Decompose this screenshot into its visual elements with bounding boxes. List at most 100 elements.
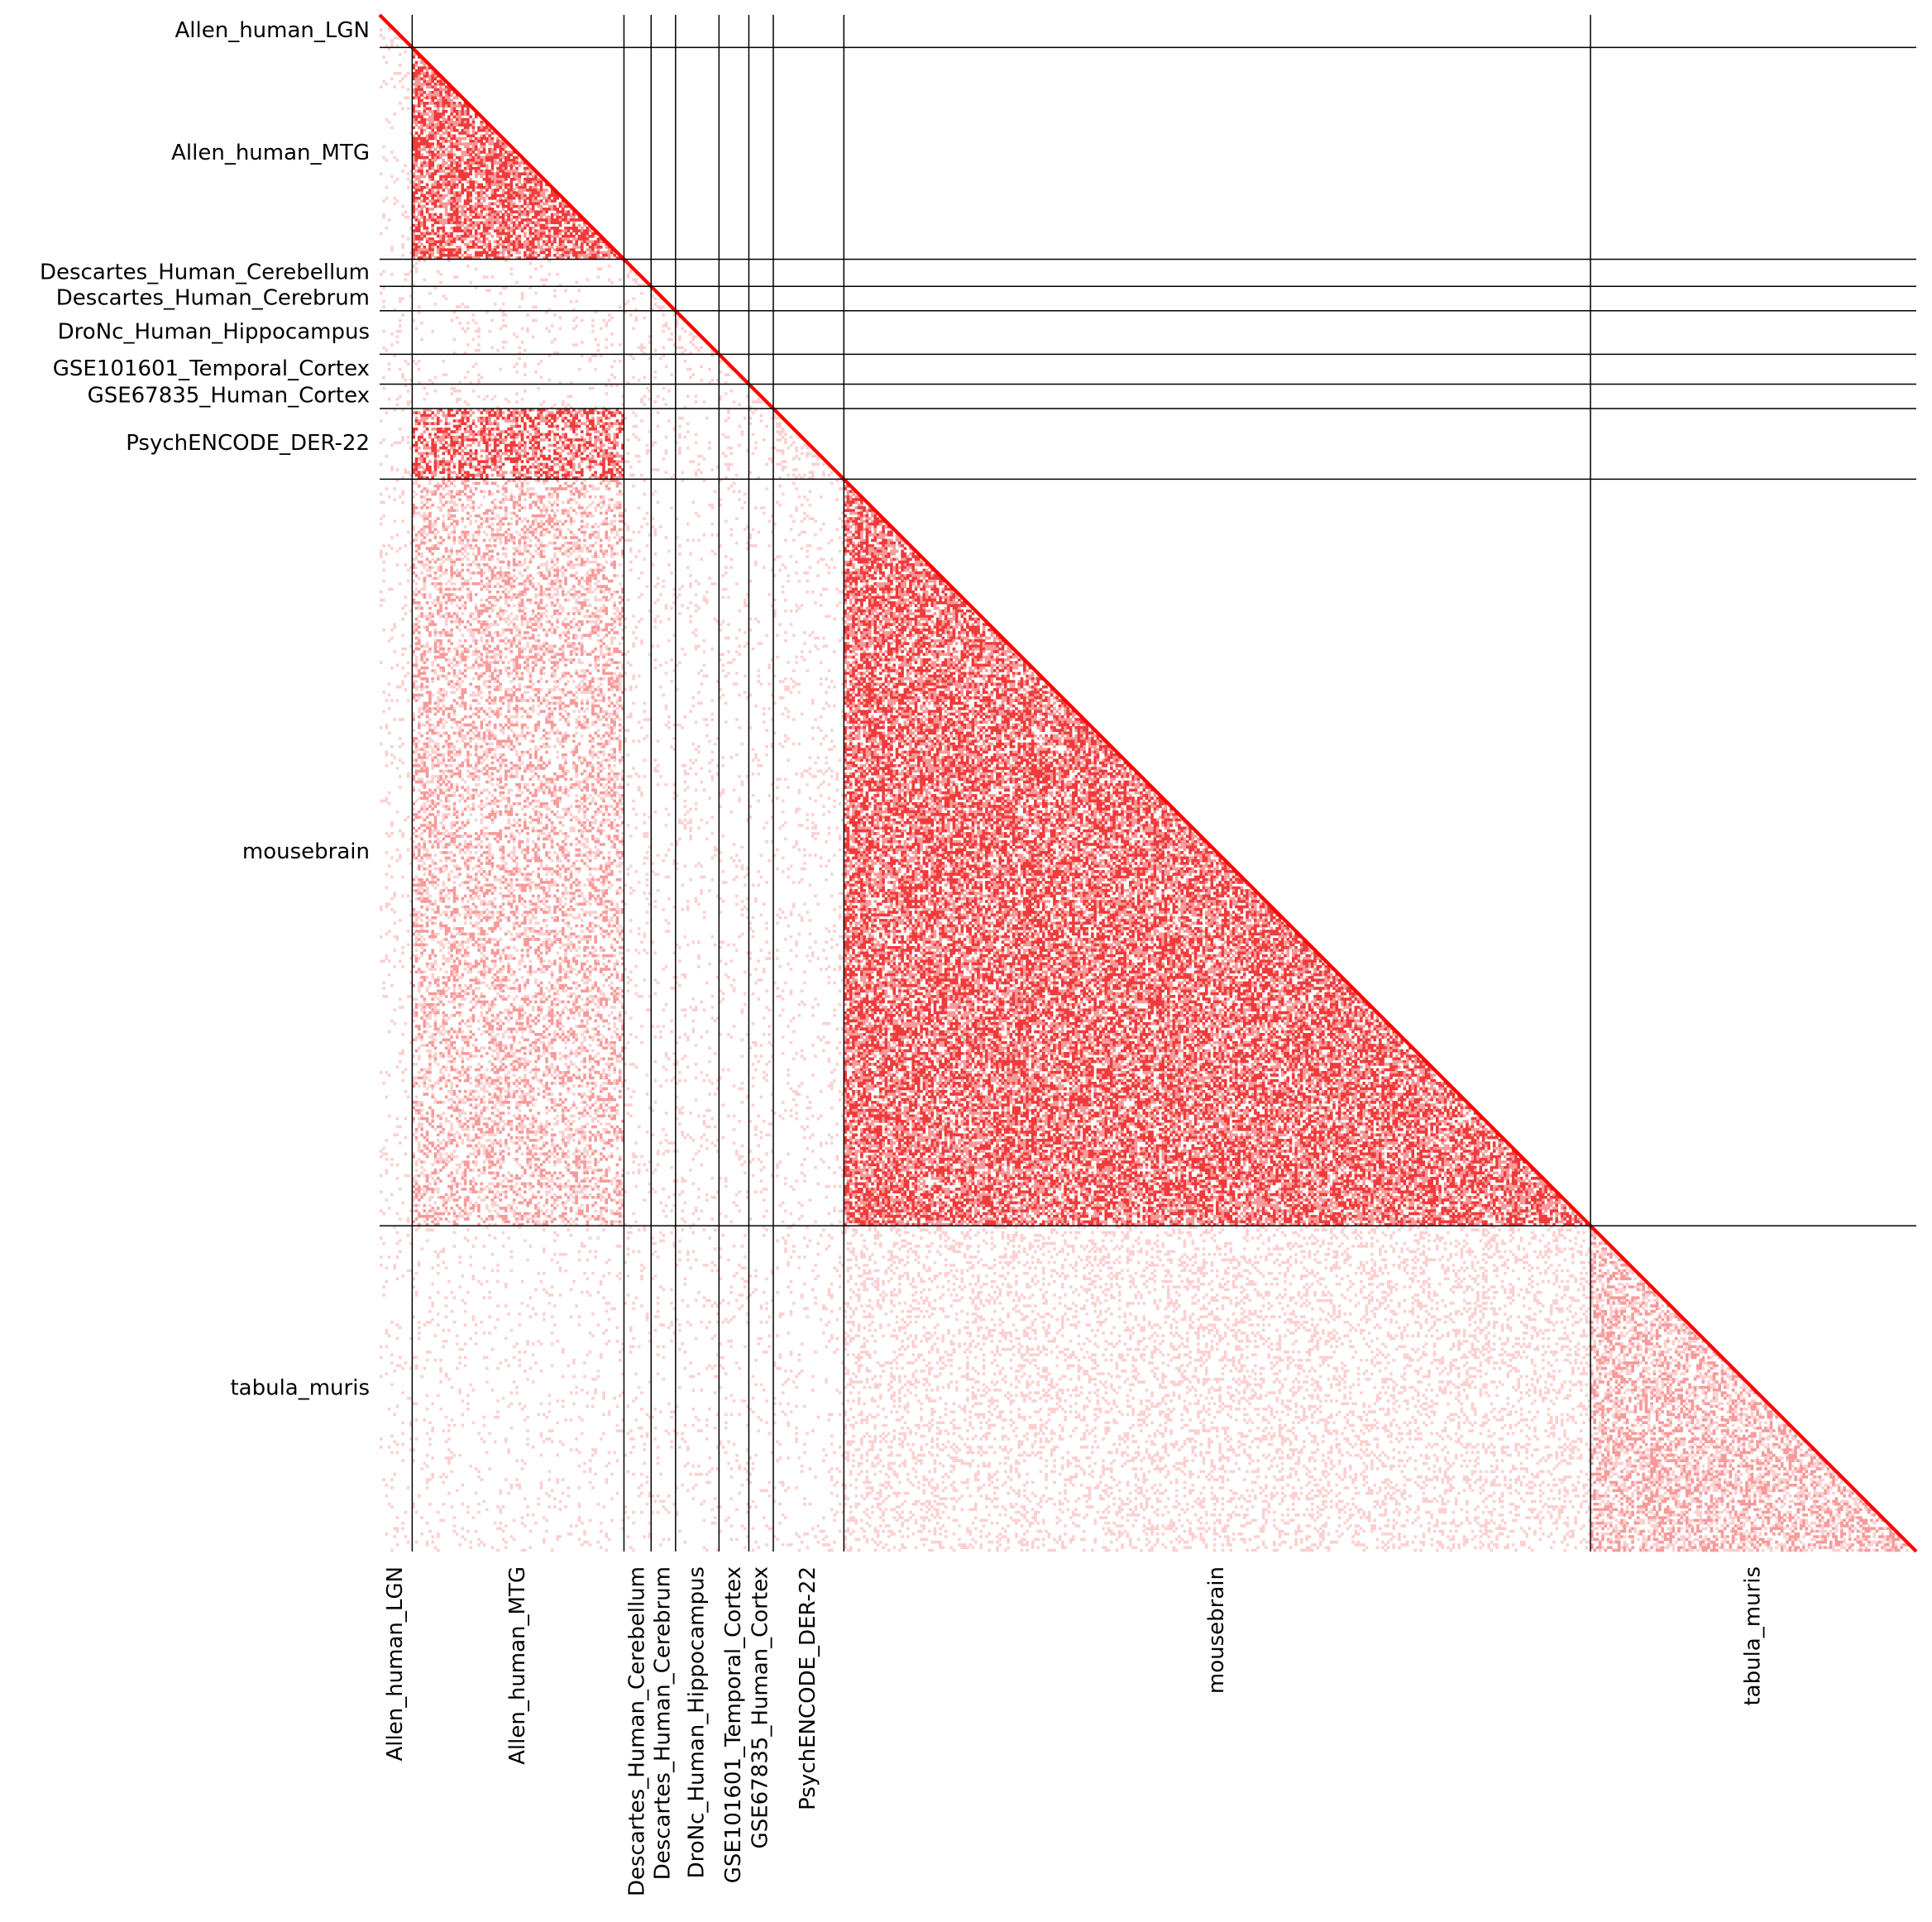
heatmap-cell	[548, 227, 552, 230]
heatmap-cell	[423, 186, 427, 189]
heatmap-cell	[450, 240, 453, 243]
heatmap-cell	[407, 237, 410, 241]
heatmap-cell	[456, 178, 459, 181]
heatmap-cell	[456, 118, 459, 122]
heatmap-cell	[665, 324, 668, 328]
heatmap-cell	[445, 85, 448, 88]
heatmap-cell	[442, 232, 446, 236]
heatmap-cell	[434, 184, 438, 187]
heatmap-cell	[610, 411, 614, 414]
heatmap-cell	[453, 121, 457, 124]
heatmap-cell	[488, 428, 491, 431]
heatmap-cell	[485, 153, 489, 156]
heatmap-cell	[464, 221, 467, 224]
heatmap-cell	[445, 110, 448, 113]
heatmap-cell	[458, 224, 461, 227]
heatmap-cell	[415, 115, 418, 118]
heatmap-cell	[415, 189, 418, 192]
heatmap-cell	[439, 251, 442, 255]
heatmap-cell	[518, 208, 521, 211]
heatmap-cell	[572, 419, 576, 423]
heatmap-cell	[437, 83, 440, 86]
heatmap-cell	[458, 322, 461, 325]
heatmap-cell	[426, 240, 429, 243]
heatmap-cell	[477, 129, 481, 132]
heatmap-cell	[496, 194, 500, 198]
heatmap-cell	[562, 419, 565, 423]
heatmap-cell	[464, 422, 467, 425]
heatmap-cell	[456, 156, 459, 160]
heatmap-cell	[418, 104, 421, 108]
heatmap-cell	[461, 433, 464, 437]
heatmap-cell	[505, 324, 508, 328]
heatmap-cell	[475, 167, 478, 170]
heatmap-cell	[456, 390, 459, 393]
heatmap-cell	[418, 224, 421, 227]
heatmap-cell	[496, 189, 500, 192]
heatmap-cell	[491, 197, 495, 200]
heatmap-cell	[477, 191, 481, 194]
heatmap-cell	[488, 227, 491, 230]
heatmap-cell	[415, 72, 418, 75]
heatmap-cell	[505, 161, 508, 165]
heatmap-cell	[420, 216, 423, 219]
heatmap-cell	[442, 224, 446, 227]
heatmap-cell	[472, 118, 476, 122]
heatmap-cell	[415, 208, 418, 211]
heatmap-cell	[491, 137, 495, 141]
heatmap-cell	[466, 243, 470, 246]
heatmap-cell	[475, 433, 478, 437]
heatmap-cell	[510, 213, 514, 217]
heatmap-cell	[515, 227, 519, 230]
heatmap-cell	[450, 167, 453, 170]
heatmap-cell	[586, 232, 589, 236]
heatmap-cell	[591, 243, 595, 246]
heatmap-cell	[505, 151, 508, 154]
heatmap-cell	[556, 213, 559, 217]
heatmap-cell	[437, 140, 440, 143]
heatmap-cell	[483, 237, 486, 241]
heatmap-cell	[420, 419, 423, 423]
heatmap-cell	[380, 85, 383, 88]
heatmap-cell	[393, 197, 396, 200]
heatmap-cell	[678, 433, 681, 437]
heatmap-cell	[496, 161, 500, 165]
heatmap-cell	[779, 422, 782, 425]
heatmap-cell	[491, 131, 495, 135]
heatmap-cell	[619, 411, 622, 414]
heatmap-cell	[464, 199, 467, 203]
heatmap-cell	[521, 221, 524, 224]
heatmap-cell	[423, 254, 427, 257]
heatmap-cell	[431, 72, 434, 75]
heatmap-cell	[472, 167, 476, 170]
heatmap-cell	[445, 186, 448, 189]
heatmap-cell	[485, 229, 489, 232]
heatmap-cell	[420, 237, 423, 241]
heatmap-cell	[428, 131, 432, 135]
heatmap-cell	[494, 156, 497, 160]
heatmap-cell	[597, 240, 600, 243]
heatmap-cell	[559, 316, 562, 319]
heatmap-cell	[515, 161, 519, 165]
heatmap-cell	[469, 414, 472, 418]
heatmap-cell	[469, 178, 472, 181]
heatmap-cell	[564, 221, 567, 224]
heatmap-cell	[499, 227, 502, 230]
heatmap-cell	[428, 91, 432, 94]
heatmap-cell	[494, 303, 497, 306]
heatmap-cell	[657, 411, 660, 414]
heatmap-cell	[423, 118, 427, 122]
heatmap-cell	[540, 411, 543, 414]
heatmap-cell	[586, 240, 589, 243]
heatmap-cell	[426, 210, 429, 213]
heatmap-cell	[466, 235, 470, 238]
heatmap-cell	[521, 189, 524, 192]
heatmap-cell	[472, 240, 476, 243]
heatmap-cell	[420, 186, 423, 189]
heatmap-cell	[507, 243, 510, 246]
heatmap-cell	[456, 140, 459, 143]
heatmap-cell	[581, 430, 584, 433]
heatmap-cell	[502, 221, 505, 224]
heatmap-cell	[453, 414, 457, 418]
heatmap-cell	[456, 96, 459, 99]
